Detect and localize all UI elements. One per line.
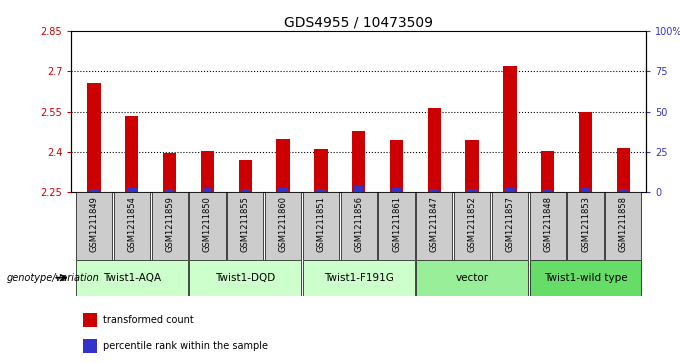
Bar bbox=[90, 189, 99, 192]
Bar bbox=[617, 148, 630, 192]
Text: GSM1211851: GSM1211851 bbox=[316, 196, 326, 252]
Text: GSM1211861: GSM1211861 bbox=[392, 196, 401, 252]
FancyBboxPatch shape bbox=[189, 260, 301, 296]
Bar bbox=[165, 189, 174, 192]
Bar bbox=[505, 188, 515, 192]
Bar bbox=[581, 188, 590, 192]
Bar bbox=[352, 131, 365, 192]
Text: GSM1211856: GSM1211856 bbox=[354, 196, 363, 252]
Bar bbox=[239, 160, 252, 192]
Bar bbox=[125, 116, 139, 192]
FancyBboxPatch shape bbox=[152, 192, 188, 260]
FancyBboxPatch shape bbox=[492, 192, 528, 260]
FancyBboxPatch shape bbox=[76, 192, 112, 260]
Text: Twist1-AQA: Twist1-AQA bbox=[103, 273, 161, 283]
FancyBboxPatch shape bbox=[530, 260, 641, 296]
Bar bbox=[83, 313, 97, 327]
Text: GSM1211848: GSM1211848 bbox=[543, 196, 552, 252]
Title: GDS4955 / 10473509: GDS4955 / 10473509 bbox=[284, 16, 433, 30]
Bar bbox=[88, 83, 101, 192]
Bar bbox=[163, 152, 176, 192]
FancyBboxPatch shape bbox=[114, 192, 150, 260]
Bar bbox=[201, 151, 214, 192]
Text: GSM1211860: GSM1211860 bbox=[279, 196, 288, 252]
Text: GSM1211855: GSM1211855 bbox=[241, 196, 250, 252]
Bar bbox=[127, 188, 137, 192]
Text: GSM1211852: GSM1211852 bbox=[468, 196, 477, 252]
Bar bbox=[354, 186, 363, 192]
Bar bbox=[466, 140, 479, 192]
Text: Twist1-DQD: Twist1-DQD bbox=[215, 273, 275, 283]
FancyBboxPatch shape bbox=[227, 192, 263, 260]
Bar bbox=[314, 148, 328, 192]
Text: GSM1211858: GSM1211858 bbox=[619, 196, 628, 252]
Bar bbox=[390, 140, 403, 192]
FancyBboxPatch shape bbox=[567, 192, 604, 260]
Text: GSM1211847: GSM1211847 bbox=[430, 196, 439, 252]
FancyBboxPatch shape bbox=[378, 192, 415, 260]
Text: transformed count: transformed count bbox=[103, 315, 194, 325]
Text: vector: vector bbox=[456, 273, 489, 283]
FancyBboxPatch shape bbox=[303, 260, 415, 296]
Text: GSM1211859: GSM1211859 bbox=[165, 196, 174, 252]
Text: GSM1211850: GSM1211850 bbox=[203, 196, 212, 252]
FancyBboxPatch shape bbox=[265, 192, 301, 260]
Bar bbox=[467, 189, 477, 192]
Text: Twist1-wild type: Twist1-wild type bbox=[544, 273, 628, 283]
Bar bbox=[428, 109, 441, 192]
Bar bbox=[203, 188, 212, 192]
Bar bbox=[316, 189, 326, 192]
FancyBboxPatch shape bbox=[416, 260, 528, 296]
Text: genotype/variation: genotype/variation bbox=[7, 273, 99, 284]
FancyBboxPatch shape bbox=[76, 260, 188, 296]
Bar bbox=[241, 189, 250, 192]
Bar bbox=[83, 339, 97, 353]
FancyBboxPatch shape bbox=[605, 192, 641, 260]
FancyBboxPatch shape bbox=[189, 192, 226, 260]
Bar bbox=[277, 139, 290, 192]
Text: GSM1211853: GSM1211853 bbox=[581, 196, 590, 252]
FancyBboxPatch shape bbox=[530, 192, 566, 260]
FancyBboxPatch shape bbox=[416, 192, 452, 260]
FancyBboxPatch shape bbox=[454, 192, 490, 260]
Bar bbox=[579, 112, 592, 192]
Bar bbox=[503, 66, 517, 192]
FancyBboxPatch shape bbox=[341, 192, 377, 260]
Bar bbox=[279, 188, 288, 192]
Bar bbox=[541, 151, 554, 192]
Text: GSM1211849: GSM1211849 bbox=[90, 196, 99, 252]
Bar bbox=[392, 188, 401, 192]
Bar bbox=[430, 189, 439, 192]
Bar bbox=[619, 189, 628, 192]
Bar bbox=[543, 189, 552, 192]
Text: GSM1211857: GSM1211857 bbox=[505, 196, 514, 252]
Text: Twist1-F191G: Twist1-F191G bbox=[324, 273, 394, 283]
Text: GSM1211854: GSM1211854 bbox=[127, 196, 137, 252]
FancyBboxPatch shape bbox=[303, 192, 339, 260]
Text: percentile rank within the sample: percentile rank within the sample bbox=[103, 341, 268, 351]
